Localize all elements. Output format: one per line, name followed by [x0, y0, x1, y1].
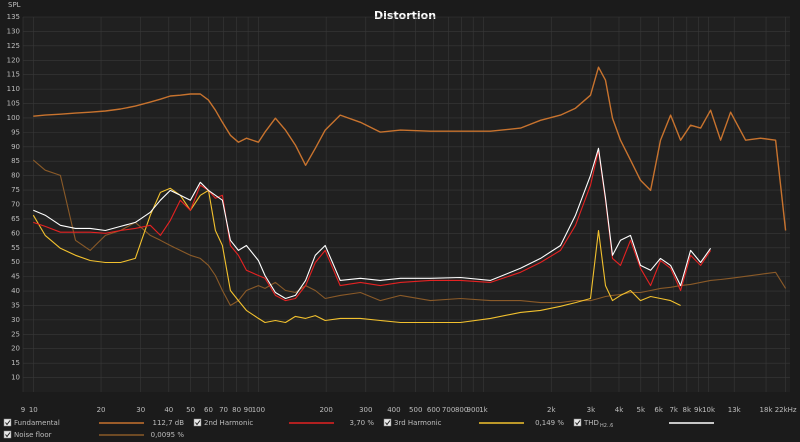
checkmark — [5, 432, 11, 438]
y-tick-label: 120 — [7, 56, 20, 64]
x-tick-label: 80 — [232, 406, 241, 414]
x-tick-label: 500 — [409, 406, 422, 414]
series-line — [32, 187, 681, 324]
y-tick-label: 70 — [11, 201, 20, 209]
y-tick-label: 130 — [7, 27, 20, 35]
y-tick-label: 125 — [7, 42, 20, 50]
x-tick-label: 18k — [760, 406, 774, 414]
x-tick-label: 6k — [654, 406, 663, 414]
x-tick-label: 8k — [683, 406, 692, 414]
y-tick-label: 90 — [11, 143, 20, 151]
lines — [32, 66, 787, 324]
x-tick-label: 7k — [669, 406, 678, 414]
legend-readout: 0,149 % — [535, 419, 564, 427]
legend-subscript: H2..6 — [600, 423, 613, 429]
checkbox[interactable] — [193, 418, 202, 427]
y-tick-label: 50 — [11, 258, 20, 266]
x-tick-label: 22kHz — [775, 406, 797, 414]
checkmark — [5, 420, 11, 426]
legend-readout: 3,70 % — [350, 419, 375, 427]
x-tick-label: 200 — [319, 406, 332, 414]
x-tick-label: 40 — [164, 406, 173, 414]
checkbox[interactable] — [383, 418, 392, 427]
x-tick-label: 4k — [615, 406, 624, 414]
checkbox[interactable] — [3, 430, 12, 439]
y-tick-label: 80 — [11, 172, 20, 180]
legend: Noise floor 0,0095 % Fundamental 112,7 dB 3r… — [3, 418, 714, 439]
y-tick-label: 25 — [11, 330, 20, 338]
x-tick-label: 2k — [547, 406, 556, 414]
checkmark — [195, 420, 201, 426]
x-tick-label: 70 — [219, 406, 228, 414]
x-tick-label: 900 — [466, 406, 479, 414]
x-tick-label: 20 — [97, 406, 106, 414]
x-tick-label: 10k — [702, 406, 716, 414]
y-tick-label: 20 — [11, 345, 20, 353]
x-tick-label: 50 — [186, 406, 195, 414]
y-tick-label: 110 — [7, 85, 20, 93]
x-tick-label: 600 — [427, 406, 440, 414]
x-tick-label: 30 — [136, 406, 145, 414]
y-tick-label: 115 — [7, 71, 20, 79]
y-tick-label: 100 — [7, 114, 20, 122]
x-tick-label: 400 — [387, 406, 400, 414]
x-tick-label: 10 — [29, 406, 38, 414]
y-tick-label: 135 — [7, 13, 20, 21]
x-tick-label: 5k — [637, 406, 646, 414]
y-tick-label: 15 — [11, 359, 20, 367]
checkmark — [385, 420, 391, 426]
series-line — [32, 159, 787, 307]
y-tick-label: 60 — [11, 229, 20, 237]
x-tick-label: 3k — [587, 406, 596, 414]
series-line — [33, 66, 787, 231]
x-tick-label: 9k — [694, 406, 703, 414]
y-tick-label: 55 — [11, 244, 20, 252]
checkbox[interactable] — [3, 418, 12, 427]
x-tick-label: 100 — [252, 406, 265, 414]
y-tick-label: 40 — [11, 287, 20, 295]
x-tick-label: 1k — [479, 406, 488, 414]
y-tick-label: 105 — [7, 100, 20, 108]
legend-item[interactable]: 3rd Harmonic 0,149 % — [383, 418, 564, 427]
legend-label: Fundamental — [14, 419, 60, 427]
x-tick-label: 800 — [455, 406, 468, 414]
legend-item[interactable]: 2nd Harmonic 3,70 % — [193, 418, 375, 427]
chart-title: Distortion — [374, 9, 436, 22]
x-tick-label: 700 — [442, 406, 455, 414]
y-tick-label: 30 — [11, 316, 20, 324]
y-axis-label: SPL — [8, 1, 21, 9]
legend-label: Noise floor — [14, 431, 52, 439]
y-tick-label: 35 — [11, 301, 20, 309]
legend-item[interactable]: Noise floor 0,0095 % — [3, 430, 185, 439]
y-tick-label: 85 — [11, 157, 20, 165]
legend-readout: 0,0095 % — [151, 431, 185, 439]
y-tick-label: 45 — [11, 273, 20, 281]
checkmark — [575, 420, 581, 426]
y-tick-label: 65 — [11, 215, 20, 223]
series-line — [33, 147, 712, 300]
y-tick-label: 10 — [11, 374, 20, 382]
legend-label: THD — [583, 419, 599, 427]
checkbox[interactable] — [573, 418, 582, 427]
y-tick-label: 75 — [11, 186, 20, 194]
series-line — [33, 149, 712, 302]
x-tick-label: 300 — [359, 406, 372, 414]
x-tick-label: 60 — [204, 406, 213, 414]
legend-readout: 112,7 dB — [152, 419, 184, 427]
legend-item[interactable]: Fundamental 112,7 dB — [3, 418, 184, 427]
legend-item[interactable]: THD H2..6 — [573, 418, 714, 429]
legend-label: 2nd Harmonic — [204, 419, 253, 427]
x-tick-label: 13k — [728, 406, 742, 414]
x-tick-label: 90 — [244, 406, 253, 414]
x-tick-label: 9 — [21, 406, 25, 414]
y-tick-label: 95 — [11, 128, 20, 136]
legend-label: 3rd Harmonic — [394, 419, 442, 427]
